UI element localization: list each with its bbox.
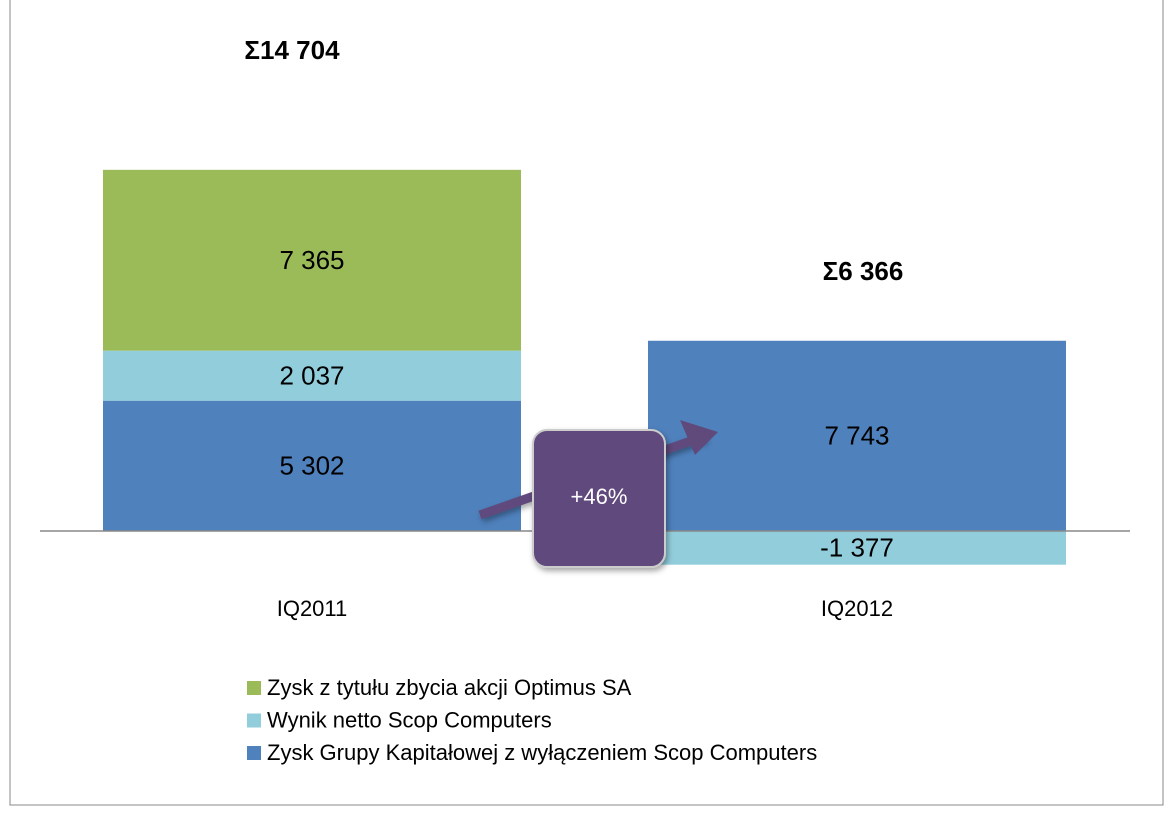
legend-label: Wynik netto Scop Computers <box>267 707 552 732</box>
bar-segment <box>648 530 1066 565</box>
value-label: 7 365 <box>279 245 344 275</box>
callout-text: +46% <box>571 484 628 509</box>
legend-swatch <box>247 746 261 760</box>
value-label: 2 037 <box>279 361 344 391</box>
bar-segment <box>103 350 521 401</box>
value-label: 7 743 <box>824 421 889 451</box>
legend-swatch <box>247 713 261 728</box>
legend-label: Zysk Grupy Kapitałowej z wyłączeniem Sco… <box>267 740 817 765</box>
total-label: Σ14 704 <box>244 35 340 65</box>
bar-segment <box>648 340 1066 531</box>
bar-segment <box>103 400 521 531</box>
value-label: 5 302 <box>279 451 344 481</box>
legend-swatch <box>247 681 261 695</box>
bar-segment <box>103 169 521 351</box>
total-label: Σ6 366 <box>823 256 904 286</box>
x-tick-label: IQ2011 <box>277 596 348 621</box>
plot <box>103 169 1066 565</box>
legend-label: Zysk z tytułu zbycia akcji Optimus SA <box>267 675 632 700</box>
x-tick-label: IQ2012 <box>821 596 893 621</box>
growth-callout: +46% <box>478 420 718 568</box>
callout-box <box>532 429 666 568</box>
arrow-head <box>680 420 718 455</box>
overlay: 5 302 2 037 7 365 Σ14 704 IQ2011 7 743 -1 377 Σ… <box>244 35 903 765</box>
value-label: -1 377 <box>820 533 894 563</box>
